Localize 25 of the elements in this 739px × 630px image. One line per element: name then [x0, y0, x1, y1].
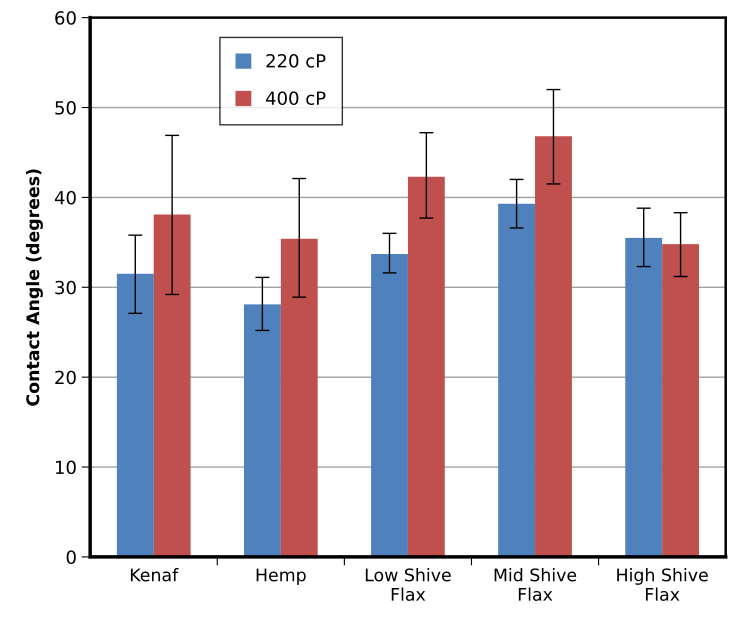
- y-axis-title: Contact Angle (degrees): [26, 169, 43, 406]
- legend-label: 400 cP: [266, 91, 326, 106]
- x-tick-label: Kenaf: [130, 568, 179, 582]
- bar: [154, 214, 191, 557]
- y-tick-label: 60: [55, 11, 76, 25]
- bar: [371, 254, 408, 557]
- y-tick-label: 40: [54, 190, 76, 205]
- y-tick-label: 0: [66, 550, 76, 564]
- legend-label: 220 cP: [266, 54, 326, 68]
- bar: [662, 244, 700, 557]
- x-tick-label: High Shive Flax: [617, 568, 708, 601]
- bar: [408, 176, 445, 557]
- y-tick-label: 30: [55, 280, 76, 294]
- x-tick-label: Mid Shive Flax: [494, 568, 576, 601]
- y-tick-label: 50: [55, 100, 76, 115]
- y-tick-label: 20: [55, 370, 76, 384]
- bar: [498, 204, 536, 557]
- y-tick-label: 10: [56, 460, 76, 474]
- bar: [116, 274, 154, 557]
- x-tick-label: Hemp: [256, 568, 306, 585]
- bar: [535, 136, 572, 557]
- bar: [244, 304, 281, 557]
- bar: [625, 238, 662, 557]
- x-tick-label: Low Shive Flax: [366, 568, 451, 601]
- bar: [280, 238, 318, 557]
